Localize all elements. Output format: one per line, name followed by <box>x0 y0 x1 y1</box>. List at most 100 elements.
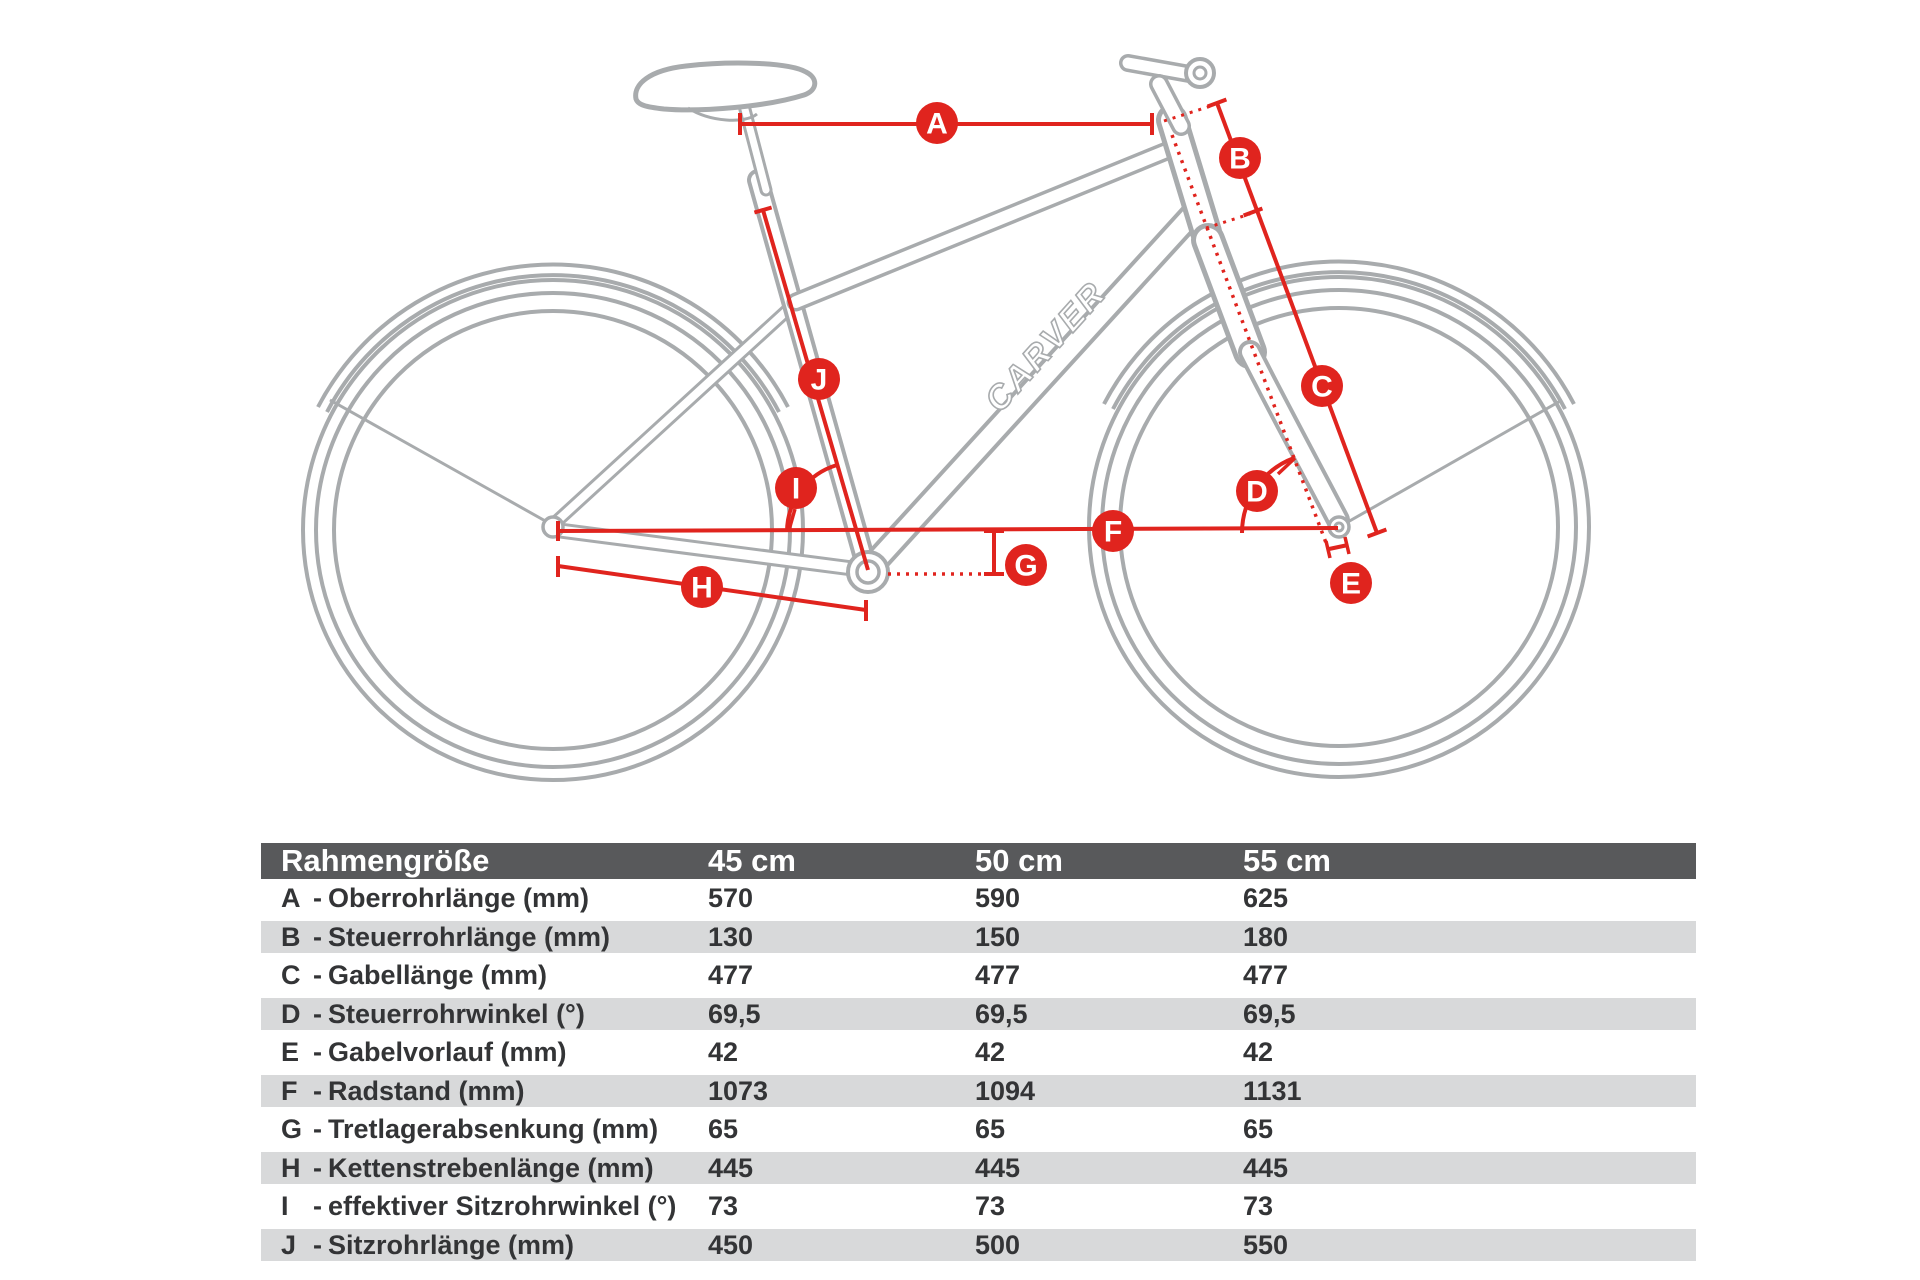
row-letter: F <box>281 1075 298 1106</box>
svg-text:E: E <box>1341 568 1361 601</box>
row-letter: I <box>281 1191 289 1221</box>
row-dash: - <box>313 998 322 1029</box>
svg-text:C: C <box>1311 371 1333 404</box>
header-size-50: 50 cm <box>975 843 1063 878</box>
svg-text:H: H <box>691 572 713 605</box>
table-row: G - Tretlagerabsenkung (mm) 65 65 65 <box>261 1110 1696 1149</box>
svg-text:D: D <box>1246 476 1268 509</box>
row-label: Steuerrohrlänge (mm) <box>328 921 611 952</box>
row-letter: E <box>281 1037 300 1067</box>
header-size-55: 55 cm <box>1243 843 1331 878</box>
rear-fender <box>316 262 790 529</box>
row-value: 1131 <box>1243 1075 1302 1106</box>
row-label: Oberrohrlänge (mm) <box>328 883 590 913</box>
row-label: Gabellänge (mm) <box>328 960 548 990</box>
row-label: Radstand (mm) <box>328 1075 525 1106</box>
bottom-bracket <box>846 550 890 594</box>
row-value: 570 <box>708 883 754 913</box>
row-letter: A <box>281 883 301 913</box>
table-row: H - Kettenstrebenlänge (mm) 445 445 445 <box>261 1148 1696 1187</box>
badge-d: D <box>1236 470 1278 512</box>
row-value: 445 <box>975 1152 1021 1183</box>
row-value: 500 <box>975 1229 1021 1260</box>
row-value: 1073 <box>708 1075 769 1106</box>
row-value: 65 <box>708 1114 739 1144</box>
badge-g: G <box>1005 544 1047 586</box>
badge-h: H <box>681 566 723 608</box>
row-value: 69,5 <box>975 998 1028 1029</box>
row-value: 590 <box>975 883 1021 913</box>
measurement-lines <box>556 97 1388 621</box>
table-row: J - Sitzrohrlänge (mm) 450 500 550 <box>261 1225 1696 1264</box>
table-row: A - Oberrohrlänge (mm) 570 590 625 <box>261 879 1696 918</box>
row-value: 42 <box>975 1037 1006 1067</box>
badge-e: E <box>1330 562 1372 604</box>
row-value: 65 <box>975 1114 1006 1144</box>
handlebar-stem <box>1119 54 1216 136</box>
bike-diagram: CARVER <box>301 54 1591 782</box>
row-letter: C <box>281 960 301 990</box>
row-value: 130 <box>708 921 754 952</box>
row-value: 42 <box>1243 1037 1274 1067</box>
row-value: 69,5 <box>1243 998 1296 1029</box>
row-value: 477 <box>708 960 754 990</box>
badge-a: A <box>916 102 958 144</box>
row-letter: B <box>281 921 301 952</box>
front-fender <box>1102 259 1576 529</box>
row-value: 477 <box>975 960 1021 990</box>
svg-text:F: F <box>1104 516 1122 549</box>
row-dash: - <box>313 1191 322 1221</box>
row-value: 550 <box>1243 1229 1289 1260</box>
row-value: 73 <box>1243 1191 1274 1221</box>
header-size-45: 45 cm <box>708 843 796 878</box>
row-label: effektiver Sitzrohrwinkel (°) <box>328 1191 677 1221</box>
row-label: Kettenstrebenlänge (mm) <box>328 1152 654 1183</box>
row-dash: - <box>313 1075 322 1106</box>
saddle <box>633 60 818 122</box>
row-value: 180 <box>1243 921 1289 952</box>
table-header: Rahmengröße 45 cm 50 cm 55 cm <box>261 843 1696 879</box>
table-row: D - Steuerrohrwinkel (°) 69,5 69,5 69,5 <box>261 994 1696 1033</box>
row-dash: - <box>313 921 322 952</box>
svg-text:I: I <box>792 473 800 506</box>
row-dash: - <box>313 960 322 990</box>
row-value: 150 <box>975 921 1021 952</box>
badge-b: B <box>1219 137 1261 179</box>
row-value: 42 <box>708 1037 739 1067</box>
row-value: 450 <box>708 1229 754 1260</box>
row-letter: H <box>281 1152 301 1183</box>
row-value: 477 <box>1243 960 1289 990</box>
svg-text:B: B <box>1229 143 1251 176</box>
row-dash: - <box>313 1114 322 1144</box>
row-label: Sitzrohrlänge (mm) <box>328 1229 575 1260</box>
table-row: B - Steuerrohrlänge (mm) 130 150 180 <box>261 917 1696 956</box>
row-label: Gabelvorlauf (mm) <box>328 1037 567 1067</box>
row-letter: J <box>281 1229 297 1260</box>
table-row: E - Gabelvorlauf (mm) 42 42 42 <box>261 1033 1696 1072</box>
row-value: 625 <box>1243 883 1289 913</box>
table-row: C - Gabellänge (mm) 477 477 477 <box>261 956 1696 995</box>
row-letter: G <box>281 1114 303 1144</box>
table-body: A - Oberrohrlänge (mm) 570 590 625 B - S… <box>261 879 1696 1264</box>
row-dash: - <box>313 1152 322 1183</box>
row-dash: - <box>313 1229 322 1260</box>
svg-text:G: G <box>1014 550 1037 583</box>
geometry-table: Rahmengröße 45 cm 50 cm 55 cm A - Oberro… <box>261 843 1696 1264</box>
row-value: 73 <box>708 1191 739 1221</box>
row-dash: - <box>313 883 322 913</box>
badge-f: F <box>1092 510 1134 552</box>
svg-text:A: A <box>926 108 948 141</box>
row-letter: D <box>281 998 301 1029</box>
row-value: 445 <box>1243 1152 1289 1183</box>
row-value: 445 <box>708 1152 754 1183</box>
row-value: 69,5 <box>708 998 761 1029</box>
svg-text:J: J <box>811 364 828 397</box>
row-value: 73 <box>975 1191 1006 1221</box>
row-value: 1094 <box>975 1075 1036 1106</box>
row-label: Tretlagerabsenkung (mm) <box>328 1114 659 1144</box>
brand-logo: CARVER <box>978 274 1114 420</box>
header-frame-size: Rahmengröße <box>281 843 490 878</box>
row-dash: - <box>313 1037 322 1067</box>
badge-c: C <box>1301 365 1343 407</box>
